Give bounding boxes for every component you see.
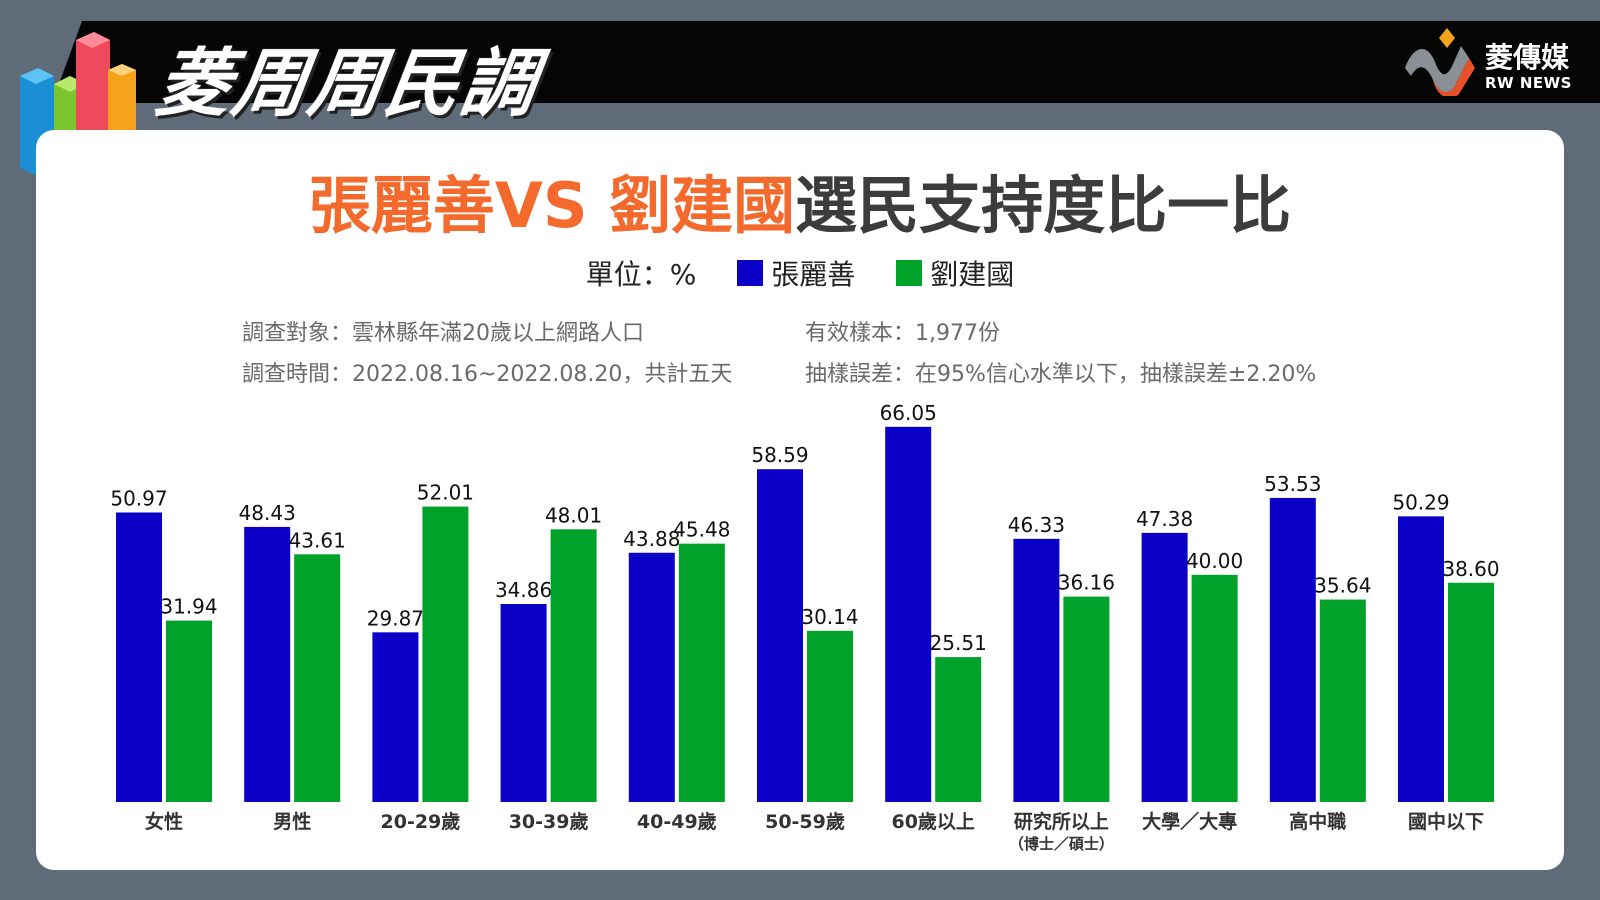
bar-zhang-3 bbox=[500, 603, 547, 802]
category-label-2: 20-29歲 bbox=[381, 810, 461, 833]
data-label-zhang-6: 66.05 bbox=[880, 401, 937, 425]
survey-sample: 有效樣本：1,977份 bbox=[805, 321, 1000, 346]
category-sublabel-7: （博士／碩士） bbox=[1009, 835, 1114, 853]
bar-liu-5 bbox=[807, 630, 853, 802]
category-label-3: 30-39歲 bbox=[509, 810, 589, 833]
legend-label-liu: 劉建國 bbox=[930, 258, 1015, 291]
category-label-7: 研究所以上 bbox=[1014, 810, 1109, 833]
bar-zhang-9 bbox=[1269, 497, 1316, 802]
bar-liu-4 bbox=[678, 543, 725, 802]
legend-swatch-green bbox=[896, 260, 923, 286]
headline-candidates: 張麗善VS 劉建國 bbox=[308, 169, 796, 242]
headline-subject: 選民支持度比一比 bbox=[795, 169, 1292, 242]
data-label-liu-4: 45.48 bbox=[673, 518, 730, 542]
bar-liu-0 bbox=[166, 620, 212, 802]
bar-zhang-2 bbox=[372, 632, 419, 802]
survey-target: 調查對象：雲林縣年滿20歲以上網路人口 bbox=[242, 321, 644, 346]
legend-swatch-blue bbox=[737, 260, 764, 286]
bar-zhang-10 bbox=[1398, 516, 1444, 802]
data-label-zhang-1: 48.43 bbox=[239, 501, 296, 525]
bar-liu-9 bbox=[1319, 599, 1366, 802]
bar-liu-10 bbox=[1448, 582, 1494, 802]
data-label-zhang-10: 50.29 bbox=[1392, 490, 1449, 514]
data-label-zhang-5: 58.59 bbox=[751, 443, 808, 467]
category-label-4: 40-49歲 bbox=[637, 810, 717, 833]
bar-zhang-1 bbox=[244, 526, 291, 802]
bar-zhang-7 bbox=[1013, 538, 1060, 802]
bar-liu-7 bbox=[1063, 596, 1110, 802]
data-label-zhang-0: 50.97 bbox=[110, 486, 167, 510]
data-label-zhang-2: 29.87 bbox=[367, 606, 424, 630]
chart-legend: 單位：% 張麗善 劉建國 bbox=[0, 253, 1600, 293]
bar-liu-6 bbox=[935, 657, 982, 802]
category-label-10: 國中以下 bbox=[1408, 810, 1484, 833]
bar-zhang-6 bbox=[885, 426, 932, 802]
category-label-0: 女性 bbox=[145, 810, 183, 833]
top-bar bbox=[52, 21, 1600, 103]
bar-liu-8 bbox=[1191, 574, 1238, 802]
category-label-6: 60歲以上 bbox=[891, 810, 974, 833]
data-label-liu-10: 38.60 bbox=[1442, 557, 1499, 581]
data-label-liu-3: 48.01 bbox=[545, 503, 602, 527]
category-label-8: 大學／大專 bbox=[1142, 810, 1237, 833]
data-label-zhang-4: 43.88 bbox=[623, 527, 680, 551]
data-label-liu-5: 30.14 bbox=[801, 605, 858, 629]
legend-unit: 單位：% bbox=[586, 253, 697, 293]
bar-liu-2 bbox=[422, 506, 469, 802]
legend-item-liu: 劉建國 bbox=[896, 253, 1014, 293]
survey-period: 調查時間：2022.08.16~2022.08.20，共計五天 bbox=[242, 362, 733, 387]
rw-news-mark-icon bbox=[1405, 28, 1475, 96]
headline: 張麗善VS 劉建國選民支持度比一比 bbox=[0, 155, 1600, 245]
category-label-9: 高中職 bbox=[1289, 810, 1346, 833]
data-label-liu-9: 35.64 bbox=[1314, 574, 1371, 598]
bar-zhang-4 bbox=[628, 552, 675, 802]
legend-item-zhang: 張麗善 bbox=[737, 253, 855, 293]
data-label-liu-6: 25.51 bbox=[930, 631, 987, 655]
bar-liu-1 bbox=[294, 554, 341, 802]
data-label-zhang-9: 53.53 bbox=[1264, 472, 1321, 496]
bar-zhang-0 bbox=[116, 512, 162, 802]
logo-english-text: RW NEWS bbox=[1485, 74, 1572, 92]
bar-zhang-8 bbox=[1141, 532, 1188, 802]
data-label-zhang-3: 34.86 bbox=[495, 578, 552, 602]
data-label-liu-1: 43.61 bbox=[289, 528, 346, 552]
data-label-liu-7: 36.16 bbox=[1058, 571, 1115, 595]
data-label-liu-2: 52.01 bbox=[417, 481, 474, 505]
data-label-zhang-7: 46.33 bbox=[1008, 513, 1065, 537]
bar-liu-3 bbox=[550, 529, 597, 802]
logo-chinese-text: 菱傳媒 bbox=[1485, 41, 1570, 74]
data-label-liu-8: 40.00 bbox=[1186, 549, 1243, 573]
legend-unit-label: 單位：% bbox=[585, 258, 697, 291]
legend-label-zhang: 張麗善 bbox=[771, 258, 856, 291]
category-label-5: 50-59歲 bbox=[765, 810, 845, 833]
data-label-liu-0: 31.94 bbox=[160, 595, 217, 619]
bar-zhang-5 bbox=[757, 469, 803, 802]
category-label-1: 男性 bbox=[273, 810, 311, 833]
rw-news-logo: 菱傳媒 RW NEWS bbox=[1403, 28, 1593, 96]
survey-error: 抽樣誤差：在95%信心水準以下，抽樣誤差±2.20% bbox=[805, 362, 1317, 387]
data-label-zhang-8: 47.38 bbox=[1136, 507, 1193, 531]
